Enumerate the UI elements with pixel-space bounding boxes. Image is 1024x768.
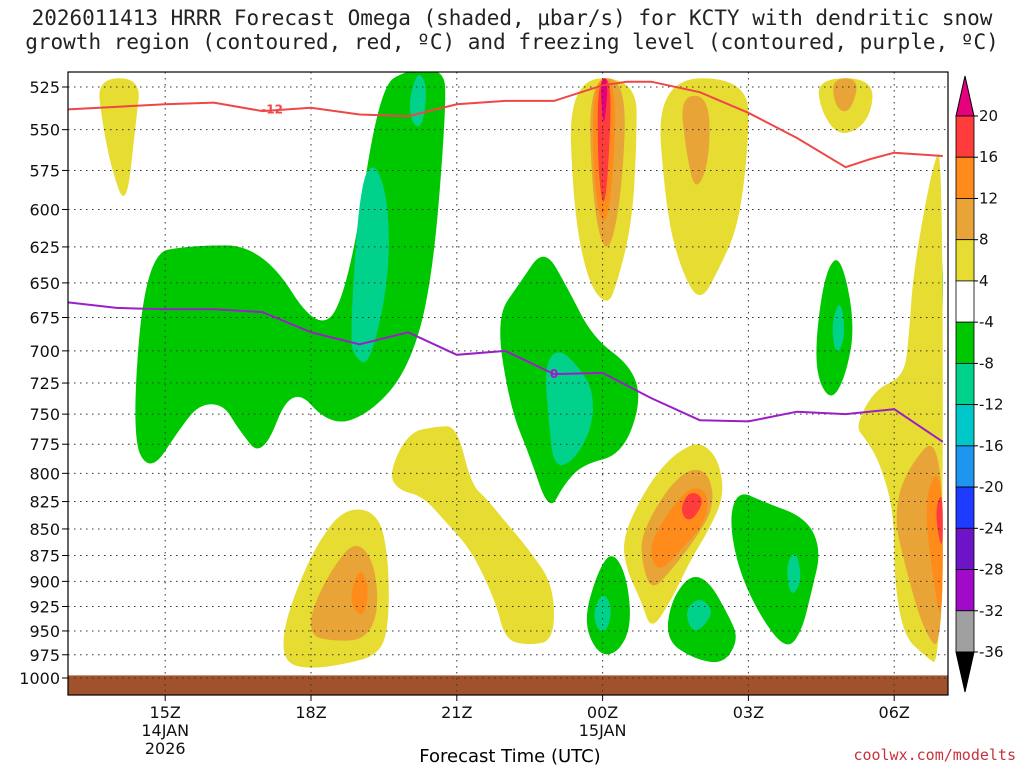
colorbar-band — [955, 404, 975, 447]
omega-region-8 — [687, 599, 711, 631]
colorbar-bottom-arrow — [955, 651, 975, 693]
colorbar-tick-label: -20 — [979, 478, 1004, 496]
omega-region-16 — [311, 545, 378, 641]
colorbar-tick-label: 4 — [979, 272, 989, 290]
omega-region-31 — [682, 493, 702, 520]
omega-region-24 — [660, 78, 749, 295]
contour-label-0: -12 — [261, 102, 283, 116]
omega-region-27 — [833, 78, 857, 112]
x-tick-label: 15Z — [150, 703, 181, 722]
x-tick-label: 00Z — [587, 703, 618, 722]
x-tick-label: 03Z — [733, 703, 764, 722]
omega-region-10 — [787, 554, 801, 593]
y-tick-label: 575 — [29, 161, 60, 180]
ground-band — [68, 675, 948, 695]
colorbar-tick-label: -36 — [979, 643, 1004, 661]
omega-region-1 — [351, 167, 389, 363]
y-tick-label: 875 — [29, 547, 60, 566]
contour-label-1: 0 — [550, 367, 558, 381]
credit-link[interactable]: coolwx.com/modelts — [853, 746, 1016, 764]
y-tick-label: 800 — [29, 464, 60, 483]
colorbar-band — [955, 280, 975, 323]
colorbar-band — [955, 321, 975, 364]
omega-region-12 — [832, 305, 844, 352]
contour-line-1 — [68, 301, 944, 443]
y-tick-label: 625 — [29, 238, 60, 257]
y-tick-label: 550 — [29, 121, 60, 140]
y-tick-label: 525 — [29, 78, 60, 97]
omega-region-9 — [731, 494, 819, 645]
y-tick-label: 900 — [29, 572, 60, 591]
colorbar-top-arrow — [955, 75, 975, 117]
x-tick-label: 06Z — [879, 703, 910, 722]
y-tick-label: 925 — [29, 597, 60, 616]
colorbar-tick-label: -24 — [979, 519, 1004, 537]
colorbar-band — [955, 610, 975, 653]
omega-region-22 — [597, 78, 611, 202]
colorbar-tick-label: 16 — [979, 148, 998, 166]
ground-rect — [68, 675, 948, 695]
y-tick-label: 650 — [29, 274, 60, 293]
omega-region-0 — [135, 72, 446, 464]
colorbar-tick-label: 12 — [979, 189, 998, 207]
axis-ticks: 525 550 575 600 625 650 675 700 725 750 775 800 825 8… — [19, 78, 910, 758]
colorbar-band — [955, 445, 975, 488]
colorbar-tick-label: -16 — [979, 437, 1004, 455]
y-tick-label: 725 — [29, 374, 60, 393]
chart-title: 2026011413 HRRR Forecast Omega (shaded, … — [25, 6, 999, 54]
colorbar-tick-label: -28 — [979, 561, 1004, 579]
colorbar-tick-label: 20 — [979, 107, 998, 125]
omega-shading — [99, 72, 943, 668]
omega-region-35 — [936, 496, 943, 544]
contours: -12 0 — [68, 80, 944, 443]
x-tick-sublabel: 2026 — [145, 739, 186, 758]
y-tick-label: 600 — [29, 200, 60, 219]
x-tick-label: 21Z — [441, 703, 472, 722]
colorbar-tick-label: -12 — [979, 396, 1004, 414]
colorbar-band — [955, 569, 975, 612]
y-tick-label: 750 — [29, 405, 60, 424]
gridlines — [68, 72, 948, 695]
y-tick-label: 950 — [29, 622, 60, 641]
colorbar-band — [955, 362, 975, 406]
y-tick-label: 1000 — [19, 669, 60, 688]
colorbar-band — [955, 239, 975, 282]
colorbar-tick-label: -32 — [979, 602, 1004, 620]
colorbar-band — [955, 198, 975, 241]
y-tick-label: 975 — [29, 646, 60, 665]
colorbar-tick-label: 8 — [979, 231, 989, 249]
colorbar-band — [955, 156, 975, 199]
y-tick-label: 775 — [29, 435, 60, 454]
colorbar-band — [955, 486, 975, 529]
colorbar-tick-label: -4 — [979, 313, 994, 331]
y-tick-label: 825 — [29, 493, 60, 512]
colorbar-band — [955, 115, 975, 158]
x-tick-sublabel: 15JAN — [579, 721, 627, 740]
omega-region-23 — [601, 78, 608, 122]
omega-region-18 — [392, 426, 554, 645]
colorbar-band — [955, 527, 975, 570]
x-tick-label: 18Z — [295, 703, 326, 722]
omega-region-25 — [682, 95, 710, 185]
y-tick-label: 675 — [29, 309, 60, 328]
y-tick-label: 850 — [29, 520, 60, 539]
colorbar-tick-label: -8 — [979, 354, 994, 372]
contour-line-0 — [68, 80, 943, 169]
x-axis-label: Forecast Time (UTC) — [419, 746, 601, 767]
y-tick-label: 700 — [29, 342, 60, 361]
colorbar: 20 16 12 8 4 -4 -8 -12 -16 -20 -24 -28 -32 -36 — [955, 75, 1004, 693]
x-tick-sublabel: 14JAN — [141, 721, 189, 740]
omega-region-4 — [546, 352, 593, 466]
omega-region-17 — [351, 572, 368, 615]
omega-region-14 — [99, 78, 139, 196]
